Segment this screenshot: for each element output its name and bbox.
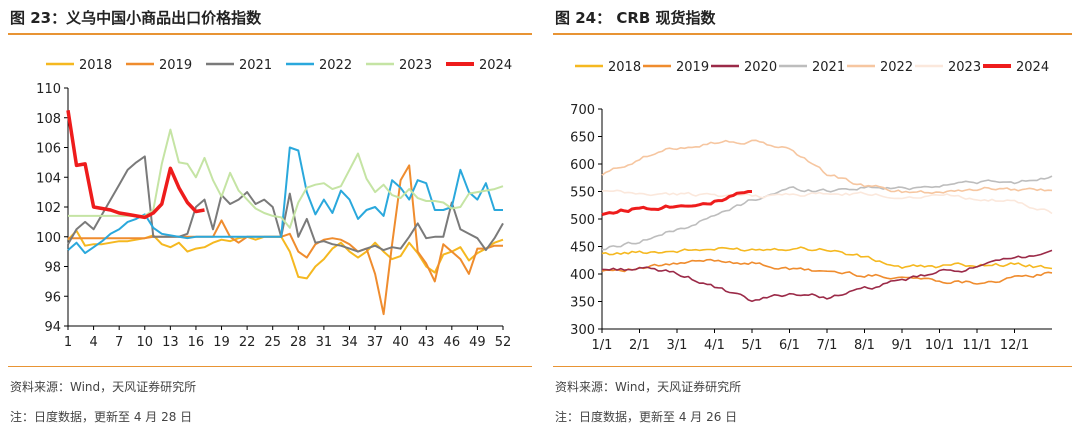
x-tick-label: 22 — [239, 335, 256, 350]
y-tick-label: 100 — [36, 231, 61, 246]
legend-item-2021: 2021 — [779, 60, 845, 75]
x-tick-label: 3/1 — [667, 338, 688, 353]
y-tick-label: 102 — [36, 201, 61, 216]
legend-item-2022: 2022 — [286, 58, 352, 73]
series-line-2021 — [67, 155, 504, 253]
x-tick-label: 28 — [290, 335, 307, 350]
x-tick-label: 4/1 — [704, 338, 725, 353]
x-tick-label: 19 — [213, 335, 230, 350]
legend-label-2019: 2019 — [676, 60, 709, 75]
legend-label-2018: 2018 — [608, 60, 641, 75]
x-tick-label: 1 — [64, 335, 72, 350]
x-tick-label: 10 — [136, 335, 153, 350]
x-tick-label: 34 — [341, 335, 358, 350]
x-tick-label: 4 — [89, 335, 97, 350]
legend-label-2018: 2018 — [79, 58, 112, 73]
right-chart-svg: 300 350 400 450 500 550 600 650 700 1/1 2/1 3/1 4/1 5… — [570, 60, 1053, 353]
x-tick-label: 25 — [264, 335, 281, 350]
legend-item-2024: 2024 — [983, 60, 1049, 75]
legend-label-2023: 2023 — [948, 60, 981, 75]
x-tick-label: 40 — [392, 335, 409, 350]
x-tick-label: 7/1 — [817, 338, 838, 353]
left-footnote: 注：日度数据，更新至 4 月 28 日 — [10, 410, 193, 424]
legend-item-2021: 2021 — [206, 58, 272, 73]
right-source-note: 资料来源：Wind，天风证券研究所 — [555, 380, 742, 394]
y-tick-label: 106 — [36, 142, 61, 157]
legend-label-2020: 2020 — [744, 60, 777, 75]
y-tick-label: 104 — [36, 171, 61, 186]
legend-label-2021: 2021 — [239, 58, 272, 73]
x-tick-label: 7 — [115, 335, 123, 350]
x-tick-label: 52 — [495, 335, 512, 350]
legend-item-2019: 2019 — [126, 58, 192, 73]
legend-item-2023: 2023 — [915, 60, 981, 75]
x-tick-label: 8/1 — [854, 338, 875, 353]
series-line-2019 — [601, 258, 1053, 285]
right-title-rule — [553, 33, 1072, 35]
legend-label-2019: 2019 — [159, 58, 192, 73]
legend-item-2023: 2023 — [366, 58, 432, 73]
x-tick-label: 5/1 — [742, 338, 763, 353]
y-tick-label: 110 — [36, 82, 61, 97]
series-line-2024 — [66, 110, 205, 220]
y-tick-label: 300 — [570, 323, 595, 338]
x-tick-label: 1/1 — [592, 338, 613, 353]
legend-label-2022: 2022 — [319, 58, 352, 73]
x-tick-label: 31 — [316, 335, 333, 350]
x-tick-label: 12/1 — [1000, 338, 1029, 353]
legend-item-2024: 2024 — [446, 58, 512, 73]
y-tick-label: 98 — [44, 261, 61, 276]
y-tick-label: 450 — [570, 241, 595, 256]
legend-label-2024: 2024 — [1016, 60, 1049, 75]
y-tick-label: 550 — [570, 186, 595, 201]
y-tick-label: 350 — [570, 296, 595, 311]
y-tick-label: 400 — [570, 268, 595, 283]
y-tick-label: 700 — [570, 103, 595, 118]
legend-label-2024: 2024 — [479, 58, 512, 73]
y-tick-label: 650 — [570, 131, 595, 146]
x-tick-label: 10/1 — [925, 338, 954, 353]
x-tick-label: 11/1 — [962, 338, 991, 353]
legend-label-2021: 2021 — [812, 60, 845, 75]
x-tick-label: 46 — [444, 335, 461, 350]
series-line-2020 — [601, 249, 1053, 303]
left-chart-title: 图 23：义乌中国小商品出口价格指数 — [10, 9, 262, 27]
legend-item-2020: 2020 — [711, 60, 777, 75]
x-tick-label: 9/1 — [892, 338, 913, 353]
legend-label-2022: 2022 — [880, 60, 913, 75]
right-chart-panel: 图 24： CRB 现货指数 300 350 400 450 500 550 600 650 7… — [545, 0, 1080, 432]
y-tick-label: 108 — [36, 112, 61, 127]
left-source-note: 资料来源：Wind，天风证券研究所 — [10, 380, 197, 394]
left-chart-panel: 图 23：义乌中国小商品出口价格指数 94 96 98 100 102 104 106 108… — [8, 9, 532, 424]
x-tick-label: 2/1 — [629, 338, 650, 353]
left-title-rule — [8, 33, 532, 35]
y-tick-label: 96 — [44, 290, 61, 305]
series-line-2024 — [601, 190, 752, 217]
x-tick-label: 37 — [367, 335, 384, 350]
legend-item-2018: 2018 — [575, 60, 641, 75]
x-tick-label: 16 — [188, 335, 205, 350]
series-line-2022 — [601, 139, 1053, 195]
y-tick-label: 600 — [570, 158, 595, 173]
left-footer-rule — [8, 366, 532, 367]
legend-item-2018: 2018 — [46, 58, 112, 73]
series-line-2019 — [68, 164, 503, 316]
series-line-2023 — [601, 189, 1053, 215]
right-footnote: 注：日度数据，更新至 4 月 26 日 — [555, 410, 738, 424]
x-tick-label: 13 — [162, 335, 179, 350]
y-tick-label: 94 — [44, 320, 61, 335]
y-tick-label: 500 — [570, 213, 595, 228]
right-footer-rule — [553, 366, 1072, 367]
legend-label-2023: 2023 — [399, 58, 432, 73]
legend-item-2022: 2022 — [847, 60, 913, 75]
x-tick-label: 6/1 — [779, 338, 800, 353]
legend-item-2019: 2019 — [643, 60, 709, 75]
series-line-2021 — [601, 175, 1053, 251]
right-chart-title: 图 24： CRB 现货指数 — [555, 9, 716, 27]
left-chart-svg: 94 96 98 100 102 104 106 108 110 1 4 7 10 13 16 19 22 25 2… — [36, 58, 512, 350]
x-tick-label: 49 — [469, 335, 486, 350]
x-tick-label: 43 — [418, 335, 435, 350]
